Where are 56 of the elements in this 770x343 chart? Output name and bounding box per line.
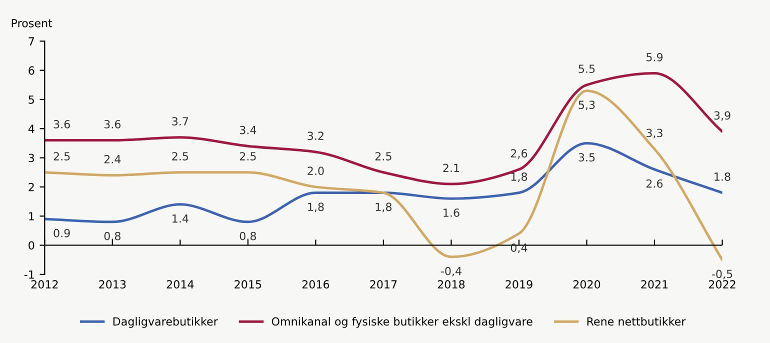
y-tick-label: 1 — [29, 212, 34, 220]
data-label: 2.5 — [54, 152, 70, 160]
data-label: 5.5 — [578, 64, 595, 74]
x-tick-label: 2019 — [506, 280, 532, 289]
y-tick-label: 7 — [28, 37, 34, 46]
data-label: 3.6 — [54, 120, 70, 128]
data-label: 3,3 — [646, 128, 662, 138]
y-tick-label: 0 — [28, 241, 34, 250]
data-label: 5.9 — [646, 52, 663, 62]
x-tick-label: 2020 — [573, 280, 600, 289]
x-tick-label: 2014 — [166, 280, 194, 289]
data-label: 3.4 — [240, 126, 256, 134]
x-tick-label: 2022 — [708, 280, 736, 289]
data-label: 2.5 — [375, 152, 392, 160]
data-label: 3.2 — [308, 132, 324, 140]
y-tick-label: 2 — [28, 182, 34, 192]
y-tick-label: -1 — [24, 270, 34, 279]
legend-label: Rene nettbutikker — [587, 317, 686, 326]
y-tick-label: 4 — [28, 124, 34, 133]
legend-label: Omnikanal og fysiske butikker ekskl dagligvare — [272, 317, 532, 328]
y-tick-label: 5 — [28, 96, 34, 104]
data-label: 2.1 — [443, 164, 460, 172]
x-tick-label: 2012 — [31, 280, 58, 289]
data-label: 1.6 — [444, 208, 460, 217]
data-label: 2.5 — [240, 152, 256, 160]
data-label: 0.8 — [104, 232, 120, 240]
data-label: -0,5 — [712, 270, 732, 280]
data-label: 0.9 — [54, 228, 70, 238]
data-label: 1.8 — [714, 172, 730, 181]
y-tick-label: 6 — [28, 66, 34, 75]
data-label: 5,3 — [578, 100, 595, 110]
y-axis-title: Prosent — [12, 19, 52, 28]
x-tick-label: 2016 — [302, 280, 330, 289]
data-label: 3.7 — [172, 117, 188, 126]
x-tick-label: 2021 — [641, 280, 668, 289]
data-label: 3.6 — [104, 120, 121, 128]
data-label: 3.5 — [578, 153, 595, 162]
data-label: 0,4 — [510, 244, 528, 254]
x-tick-label: 2015 — [234, 280, 262, 289]
data-label: 1,8 — [308, 202, 324, 212]
data-label: 1,8 — [376, 202, 392, 212]
data-label: 1,8 — [511, 172, 528, 182]
data-label: 2.5 — [172, 152, 188, 160]
legend-label: Dagligvarebutikker — [113, 317, 218, 328]
data-label: 2,6 — [510, 149, 528, 159]
y-tick-label: 3 — [28, 154, 34, 162]
x-tick-label: 2013 — [99, 280, 126, 289]
data-label: 2.0 — [308, 166, 324, 176]
data-label: 2.4 — [104, 154, 121, 164]
data-label: -0,4 — [440, 266, 462, 276]
data-label: 3,9 — [714, 111, 730, 121]
data-label: 2.6 — [646, 179, 663, 188]
data-label: 1.4 — [172, 214, 188, 223]
x-tick-label: 2018 — [438, 280, 465, 289]
x-tick-label: 2017 — [370, 280, 397, 289]
data-label: 0.8 — [240, 232, 256, 240]
